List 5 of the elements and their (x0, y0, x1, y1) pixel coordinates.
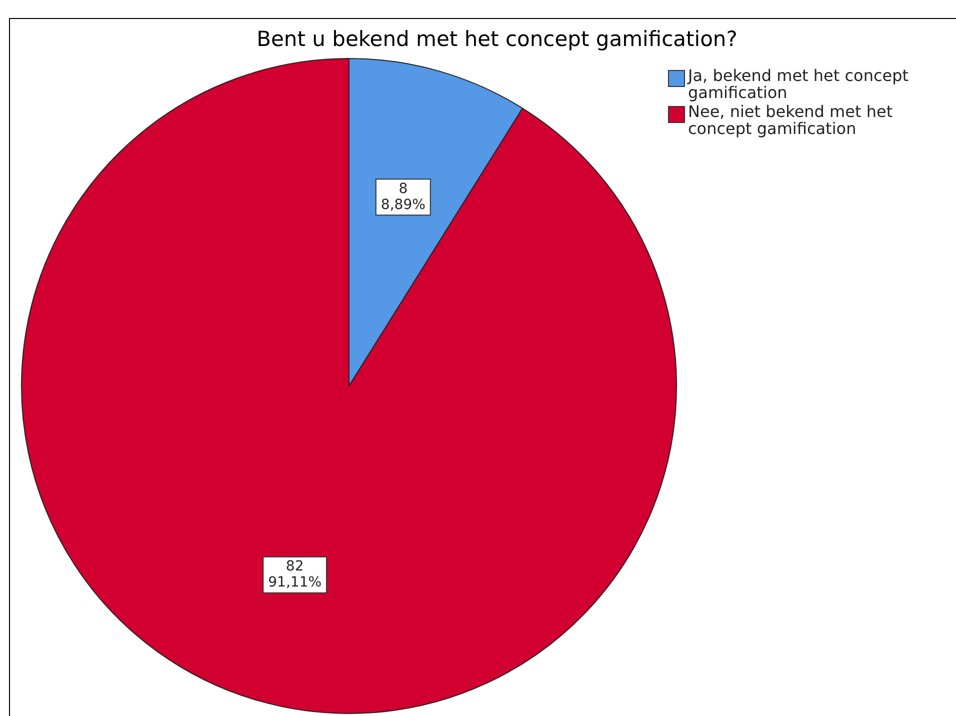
legend-label: Ja, bekend met het concept gamification (688, 66, 910, 102)
legend-label: Nee, niet bekend met het concept gamification (688, 102, 894, 138)
chart-title: Bent u bekend met het concept gamification? (256, 27, 738, 51)
data-label: 82 91,11% (268, 558, 322, 591)
data-label: 8 8,89% (380, 180, 426, 213)
